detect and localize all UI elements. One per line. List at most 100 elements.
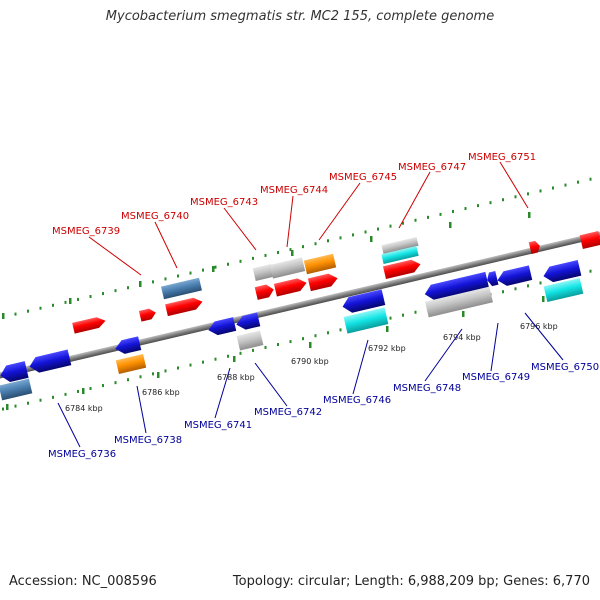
tick-dot: [14, 404, 17, 408]
tick-dot: [427, 215, 429, 219]
tick-dot: [264, 345, 267, 349]
tick-dot: [264, 253, 267, 257]
tick-dot: [414, 310, 417, 314]
tick-dot: [102, 292, 104, 296]
tick-dot: [77, 297, 79, 301]
tick-dot: [64, 392, 67, 396]
major-tick: [2, 313, 5, 319]
scale-label: 6786 kbp: [142, 388, 180, 397]
genome-summary-text: Topology: circular; Length: 6,988,209 bp…: [232, 574, 590, 589]
major-tick: [157, 372, 160, 378]
tick-dot: [102, 384, 104, 388]
tick-dot: [502, 198, 504, 202]
gene-label-msmeg-6739[interactable]: MSMEG_6739: [52, 226, 120, 237]
genome-backbone: [0, 187, 600, 423]
tick-dot: [239, 259, 242, 263]
gene-block: [269, 257, 306, 279]
major-tick: [370, 236, 373, 242]
tick-dot: [314, 334, 317, 338]
tick-dot: [289, 340, 292, 344]
tick-dot: [252, 256, 254, 260]
gene-label-msmeg-6743[interactable]: MSMEG_6743: [190, 197, 258, 208]
upper-tick-row: [2, 177, 592, 319]
gene-block: [342, 289, 386, 313]
accession-text: Accession: NC_008596: [9, 574, 157, 589]
tick-dot: [389, 316, 392, 320]
tick-dot: [502, 290, 504, 294]
tick-dot: [164, 369, 167, 373]
gene-block: [424, 271, 489, 301]
tick-dot: [327, 239, 329, 243]
tick-dot: [339, 328, 342, 332]
tick-dot: [364, 230, 367, 234]
gene-label-msmeg-6736[interactable]: MSMEG_6736: [48, 449, 116, 460]
gene-label-msmeg-6744[interactable]: MSMEG_6744: [260, 185, 328, 196]
gene-block: [303, 253, 337, 275]
tick-dot: [239, 351, 242, 355]
tick-dot: [414, 218, 417, 222]
tick-dot: [2, 407, 4, 411]
gene-label-msmeg-6740[interactable]: MSMEG_6740: [121, 211, 189, 222]
gene-block: [0, 378, 33, 401]
gene-label-msmeg-6749[interactable]: MSMEG_6749: [462, 372, 530, 383]
tick-dot: [514, 195, 517, 199]
tick-dot: [277, 251, 279, 255]
tick-dot: [114, 381, 117, 385]
tick-dot: [177, 366, 179, 370]
major-tick: [233, 356, 236, 362]
gene-label-msmeg-6738[interactable]: MSMEG_6738: [114, 435, 182, 446]
gene-block: [343, 307, 389, 334]
scale-label: 6794 kbp: [443, 333, 481, 342]
gene-block: [208, 317, 237, 336]
gene-block: [252, 264, 275, 281]
tick-dot: [177, 274, 179, 278]
gene-label-msmeg-6750[interactable]: MSMEG_6750: [531, 362, 599, 373]
major-tick-marks: [2, 212, 545, 410]
tick-dot: [52, 395, 54, 399]
scale-label: 6784 kbp: [65, 404, 103, 413]
tick-dot: [514, 287, 517, 291]
gene-block: [381, 237, 419, 254]
tick-dot: [577, 180, 579, 184]
tick-dot: [439, 212, 442, 216]
major-tick: [528, 212, 531, 218]
tick-dot: [277, 343, 279, 347]
tick-dot: [339, 236, 342, 240]
major-tick: [82, 388, 85, 394]
tick-dot: [539, 189, 542, 193]
gene-label-msmeg-6748[interactable]: MSMEG_6748: [393, 383, 461, 394]
gene-label-msmeg-6751[interactable]: MSMEG_6751: [468, 152, 536, 163]
gene-block: [236, 312, 261, 330]
tick-dot: [564, 183, 567, 187]
gene-block: [254, 284, 274, 300]
gene-label-msmeg-6741[interactable]: MSMEG_6741: [184, 420, 252, 431]
forward-leader-lines: [88, 161, 529, 276]
gene-features: [0, 231, 600, 401]
gene-block: [115, 336, 142, 354]
gene-label-msmeg-6745[interactable]: MSMEG_6745: [329, 172, 397, 183]
gene-block: [307, 273, 338, 292]
forward-gene-labels: MSMEG_6739 MSMEG_6740 MSMEG_6743 MSMEG_6…: [52, 152, 536, 237]
gene-block: [236, 330, 264, 351]
tick-dot: [139, 375, 142, 379]
major-tick: [139, 281, 142, 287]
gene-block: [29, 349, 72, 373]
gene-block: [543, 277, 584, 303]
tick-dot: [152, 280, 154, 284]
tick-dot: [189, 363, 192, 367]
tick-dot: [289, 248, 292, 252]
gene-label-msmeg-6746[interactable]: MSMEG_6746: [323, 395, 391, 406]
tick-dot: [127, 286, 129, 290]
reverse-gene-labels: MSMEG_6736 MSMEG_6738 MSMEG_6741 MSMEG_6…: [48, 362, 599, 460]
major-tick: [449, 222, 452, 228]
gene-block: [487, 271, 499, 287]
map-title: Mycobacterium smegmatis str. MC2 155, co…: [105, 9, 495, 24]
gene-label-msmeg-6747[interactable]: MSMEG_6747: [398, 162, 466, 173]
gene-label-msmeg-6742[interactable]: MSMEG_6742: [254, 407, 322, 418]
tick-dot: [64, 300, 67, 304]
tick-dot: [302, 337, 304, 341]
tick-dot: [39, 398, 42, 402]
tick-dot: [152, 372, 154, 376]
tick-dot: [227, 354, 229, 358]
